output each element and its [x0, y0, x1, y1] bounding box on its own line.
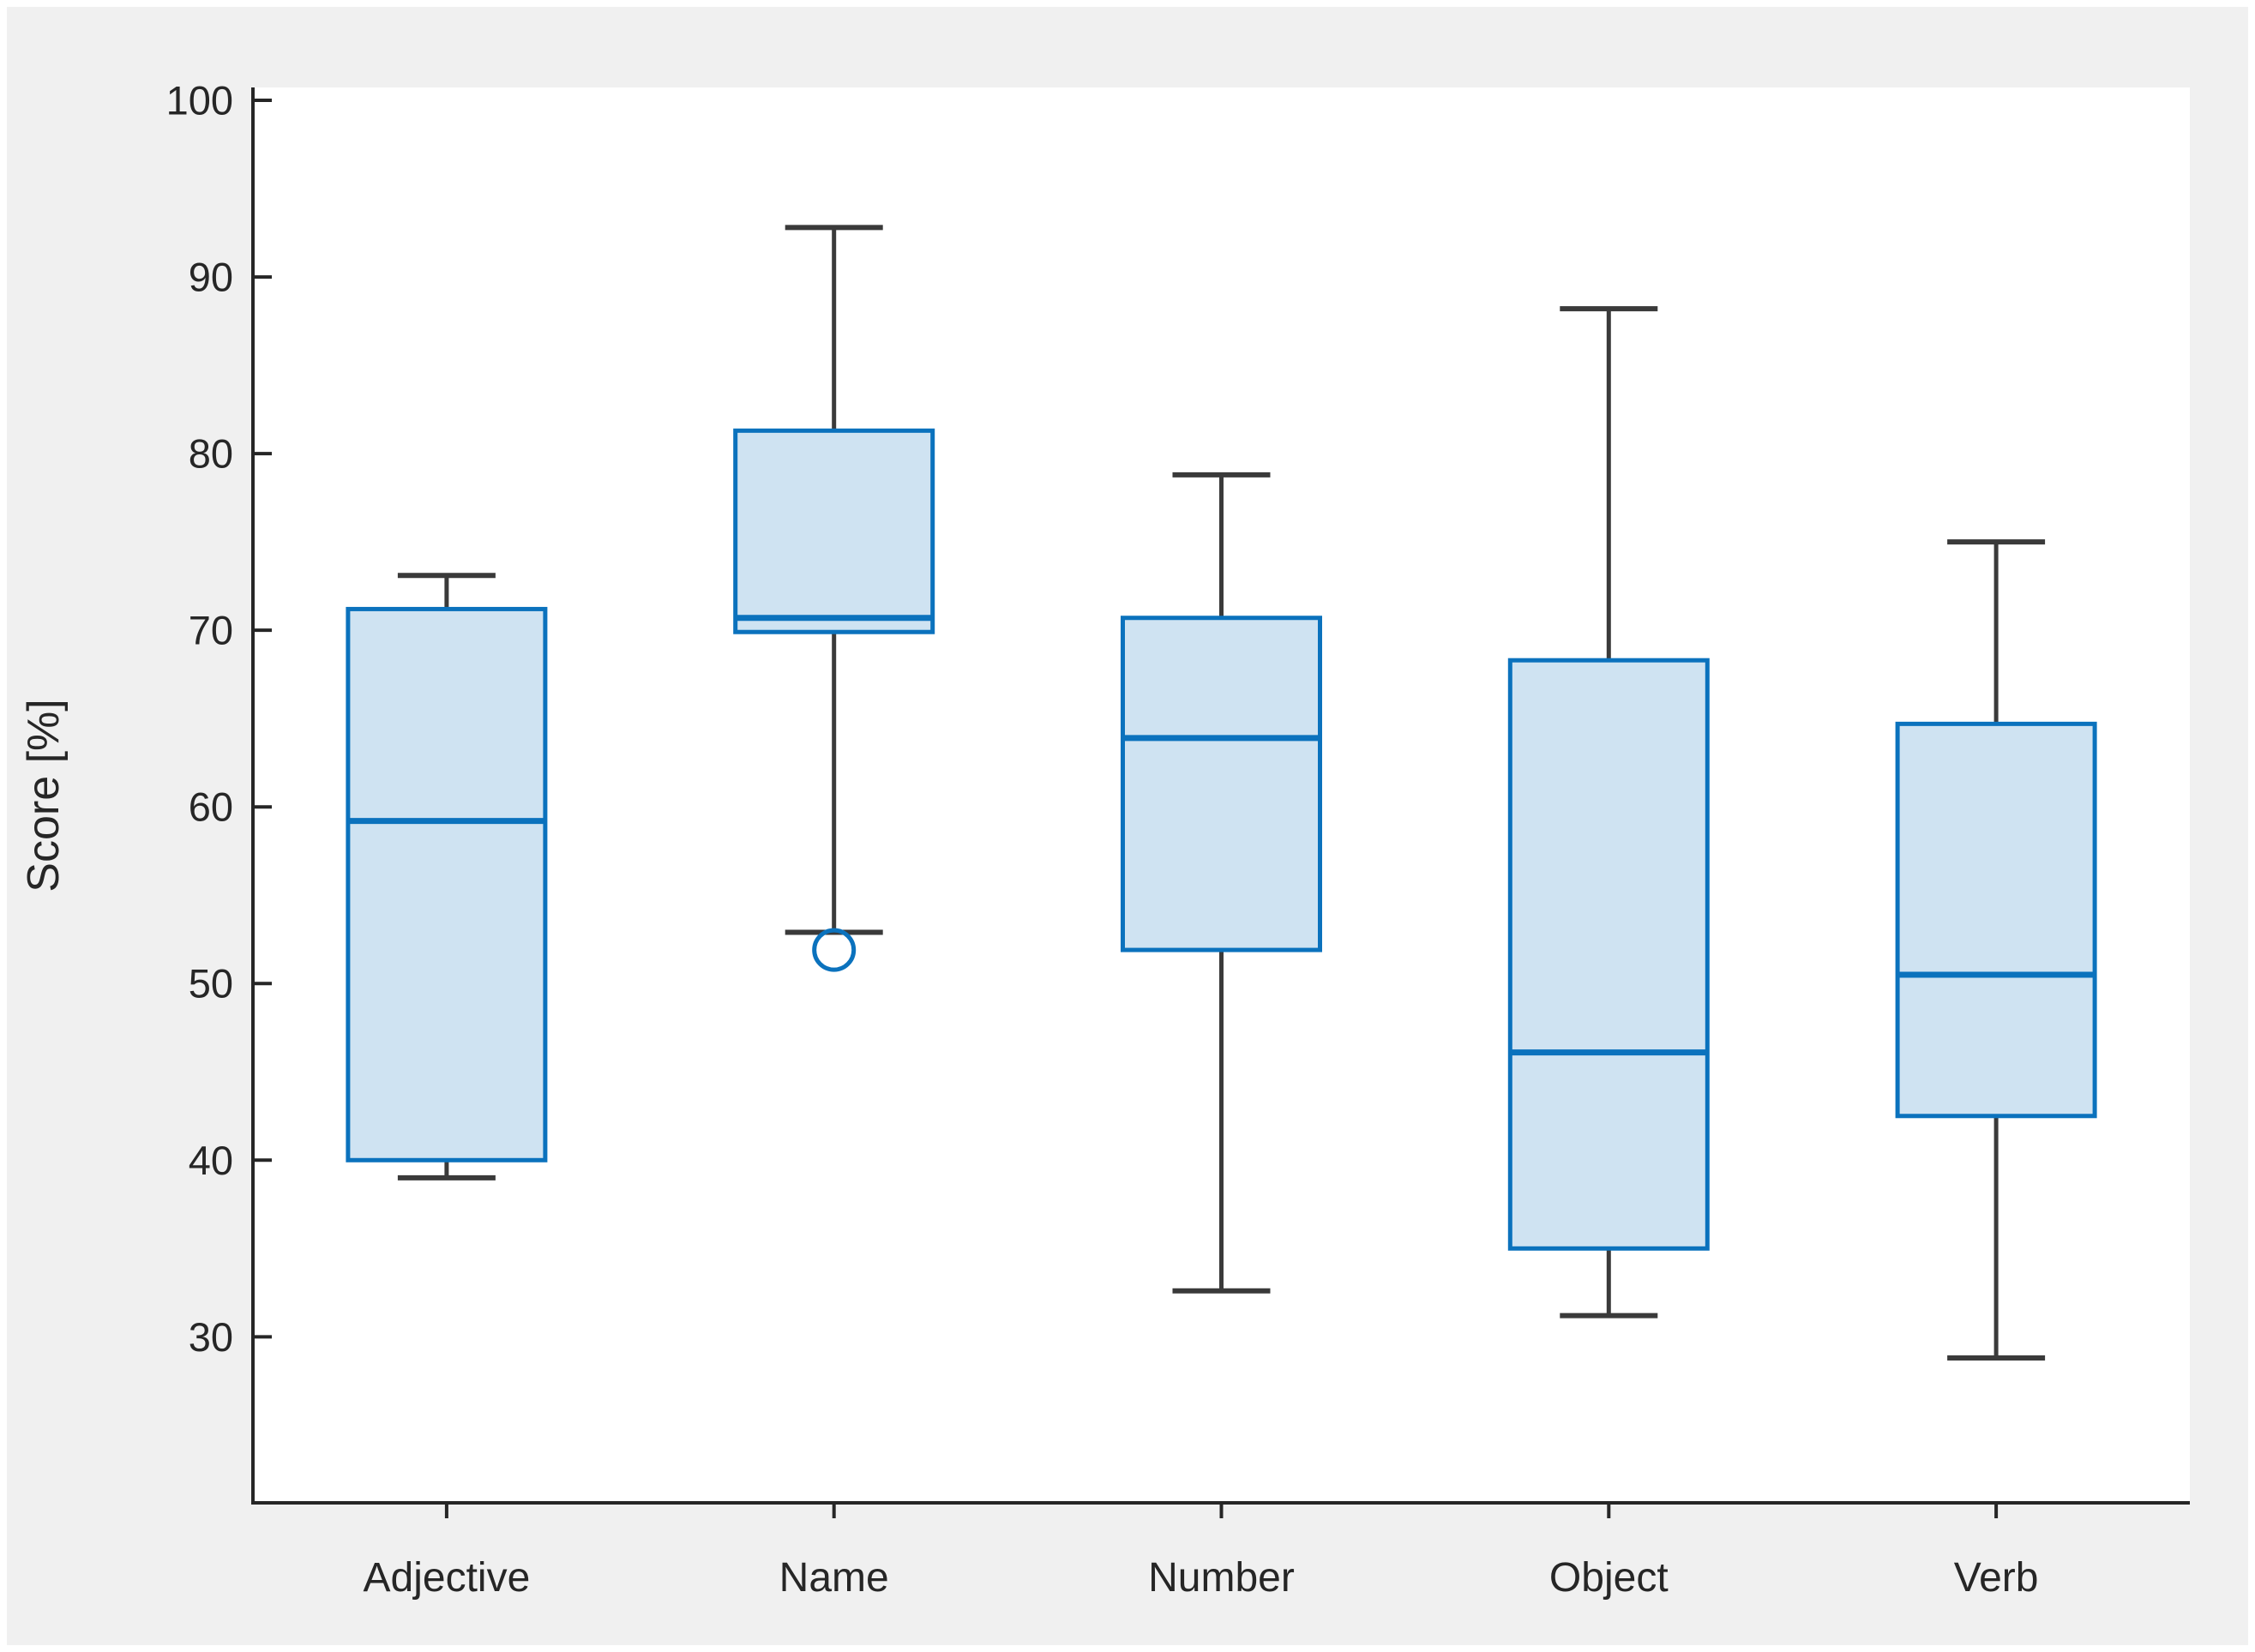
- y-tick-label: 100: [166, 78, 233, 123]
- box-object: [1507, 658, 1710, 1251]
- y-tick-label: 60: [189, 784, 233, 830]
- x-tick-label: Object: [1549, 1555, 1669, 1601]
- x-tick-label: Adjective: [364, 1555, 531, 1601]
- box-name: [733, 428, 935, 634]
- y-axis-label: Score [%]: [19, 699, 69, 892]
- box-adjective: [346, 606, 548, 1162]
- outlier-point: [812, 928, 857, 972]
- box-verb: [1895, 721, 2097, 1119]
- x-tick-label: Name: [779, 1555, 889, 1601]
- y-tick-label: 80: [189, 431, 233, 477]
- x-tick-label: Number: [1148, 1555, 1295, 1601]
- y-tick-label: 40: [189, 1138, 233, 1183]
- y-tick-label: 30: [189, 1314, 233, 1360]
- box-number: [1121, 616, 1322, 952]
- y-tick-label: 50: [189, 961, 233, 1006]
- y-tick-label: 70: [189, 608, 233, 653]
- x-tick-label: Verb: [1954, 1555, 2039, 1601]
- y-tick-label: 90: [189, 255, 233, 300]
